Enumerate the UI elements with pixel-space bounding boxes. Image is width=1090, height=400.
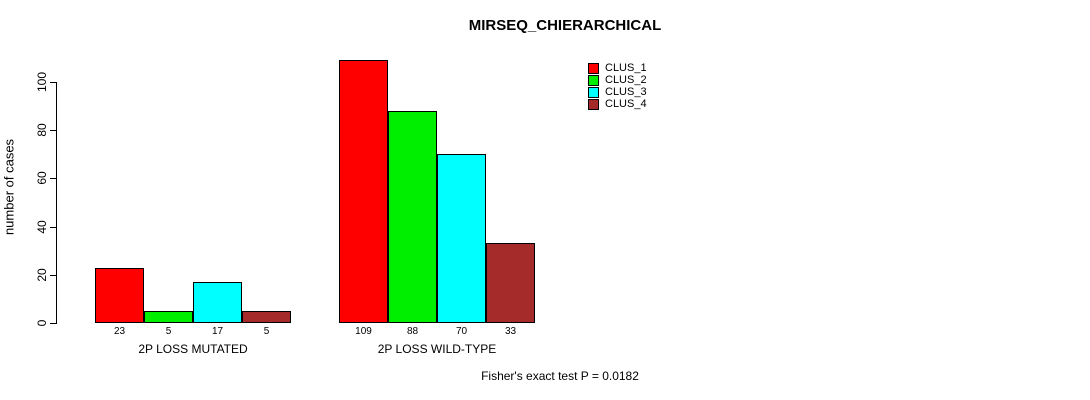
x-group-label: 2P LOSS WILD-TYPE: [377, 342, 497, 356]
bar: [486, 243, 535, 323]
legend-item: CLUS_4: [588, 98, 647, 110]
bar: [144, 311, 193, 323]
bar: [95, 268, 144, 323]
bar: [388, 111, 437, 323]
legend: CLUS_1 CLUS_2 CLUS_3 CLUS_4: [588, 62, 647, 110]
y-tick-label: 60: [35, 171, 49, 185]
legend-item: CLUS_2: [588, 74, 647, 86]
y-tick-label: 20: [35, 268, 49, 282]
x-group-label: 2P LOSS MUTATED: [138, 342, 248, 356]
y-axis-label: number of cases: [1, 138, 17, 236]
bar-value-label: 70: [455, 326, 468, 337]
bar-value-label: 23: [113, 326, 126, 337]
legend-label: CLUS_1: [605, 62, 647, 74]
y-tick-label: 100: [35, 71, 49, 93]
legend-label: CLUS_2: [605, 74, 647, 86]
legend-swatch: [588, 74, 599, 86]
legend-label: CLUS_4: [605, 98, 647, 110]
bar: [339, 60, 388, 323]
y-tick: [50, 178, 56, 179]
bar: [437, 154, 486, 323]
y-tick-label: 0: [35, 319, 49, 327]
bar-value-label: 33: [504, 326, 517, 337]
y-tick: [50, 323, 56, 324]
chart-title: MIRSEQ_CHIERARCHICAL: [468, 17, 662, 34]
annotation-caption: Fisher's exact test P = 0.0182: [481, 369, 639, 383]
y-tick-label: 80: [35, 123, 49, 137]
legend-swatch: [588, 98, 599, 110]
legend-item: CLUS_1: [588, 62, 647, 74]
legend-swatch: [588, 62, 599, 74]
y-tick: [50, 130, 56, 131]
bar-value-label: 109: [355, 326, 372, 337]
bar-value-label: 17: [211, 326, 224, 337]
y-tick-label: 40: [35, 220, 49, 234]
legend-label: CLUS_3: [605, 86, 647, 98]
bar: [242, 311, 291, 323]
legend-swatch: [588, 86, 599, 98]
y-axis-line: [56, 82, 57, 324]
y-tick: [50, 82, 56, 83]
bar-value-label: 88: [406, 326, 419, 337]
legend-item: CLUS_3: [588, 86, 647, 98]
bar-value-label: 5: [165, 326, 172, 337]
y-tick: [50, 227, 56, 228]
bar-value-label: 5: [263, 326, 270, 337]
y-tick: [50, 275, 56, 276]
bar: [193, 282, 242, 323]
